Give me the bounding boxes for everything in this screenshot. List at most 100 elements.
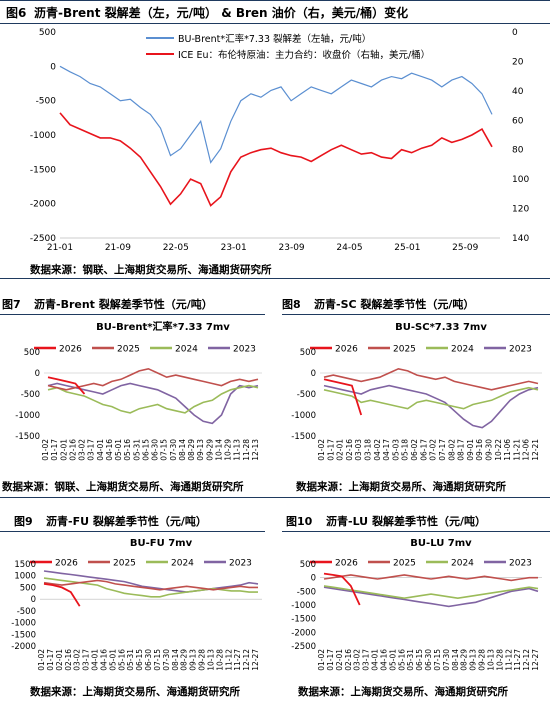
fig6-y-right-tick: 0 <box>512 28 518 38</box>
fig7-legend-label: 2025 <box>117 345 140 355</box>
fig6-y-left-tick: -1000 <box>30 131 56 141</box>
fig7-x-tick: 08-29 <box>187 439 196 461</box>
fig8-x-tick: 10-22 <box>494 439 503 461</box>
fig8-x-tick: 07-02 <box>429 439 438 461</box>
fig6-x-tick: 21-09 <box>105 243 131 253</box>
fig9-x-tick: 12-12 <box>242 649 251 671</box>
fig8-x-tick: 06-17 <box>419 439 428 461</box>
fig6-x-tick: 23-09 <box>279 243 305 253</box>
fig7-x-tick: 11-28 <box>242 439 251 461</box>
divider <box>0 278 550 279</box>
fig7-source: 数据来源：钢联、上海期货交易所、海通期货研究所 <box>2 481 244 493</box>
fig9-x-tick: 06-30 <box>144 649 153 671</box>
fig8-y-tick: 0 <box>311 369 316 379</box>
fig6-number: 图6 <box>6 6 27 20</box>
fig6-x-tick: 24-05 <box>336 243 362 253</box>
fig6-series-line-ICE Eu：布伦特原油：主力合约：收盘价（右轴，美元/桶） <box>59 112 493 207</box>
fig6-title-bar: 图6 沥青-Brent 裂解差（左，元/吨） & Bren 油价（右，美元/桶）… <box>0 0 550 24</box>
fig10-y-tick: -500 <box>297 587 316 597</box>
fig7-chart: BU-Brent*汇率*7.33 7mv 2026 2025 2024 2023 500 0… <box>15 320 262 461</box>
fig8-x-tick: 01-17 <box>326 439 335 461</box>
fig7-series-line-2025 <box>47 367 259 391</box>
fig10-x-tick: 01-17 <box>326 649 335 671</box>
fig6-y-right-tick: 40 <box>512 87 524 97</box>
fig8-x-tick: 08-02 <box>447 439 456 461</box>
fig10-x-tick: 06-30 <box>424 649 433 671</box>
fig9-x-tick: 08-29 <box>180 649 189 671</box>
fig7-x-tick: 04-01 <box>96 439 105 461</box>
fig9-series-line-2026 <box>43 583 81 607</box>
fig6-x-tick: 22-05 <box>163 243 189 253</box>
fig7-x-tick: 04-16 <box>105 439 114 461</box>
fig10-x-tick: 10-28 <box>495 649 504 671</box>
fig7-x-tick: 10-14 <box>214 439 223 461</box>
fig7-x-tick: 01-02 <box>41 439 50 461</box>
fig9-x-tick: 09-13 <box>189 649 198 671</box>
fig9-y-tick: -1000 <box>11 619 36 629</box>
fig9-x-tick: 01-02 <box>37 649 46 671</box>
fig10-source: 数据来源：上海期货交易所、海通期货研究所 <box>298 686 508 698</box>
fig9-x-tick: 04-16 <box>99 649 108 671</box>
fig10-title-block: 图10 沥青-LU 裂解差季节性（元/吨） <box>286 513 486 529</box>
fig10-x-tick: 04-16 <box>379 649 388 671</box>
fig10-chart: BU-LU 7mv 2026 2025 2024 2023 500 0 -500 -1000 -1… <box>291 538 542 671</box>
fig10-x-tick: 06-15 <box>415 649 424 671</box>
fig9-x-tick: 08-14 <box>171 649 180 671</box>
fig8-x-tick: 11-21 <box>512 439 521 461</box>
fig6-y-left-tick: 0 <box>50 62 56 72</box>
fig9-title-block: 图9 沥青-FU 裂解差季节性（元/吨） <box>14 513 207 529</box>
fig9-y-tick: 500 <box>20 583 36 593</box>
fig10-y-tick: 500 <box>300 560 316 570</box>
fig10-series-line-2024 <box>323 585 539 600</box>
fig7-y-tick: -500 <box>21 390 40 400</box>
fig6-x-tick: 23-01 <box>221 243 247 253</box>
fig9-series-line-2025 <box>43 579 258 591</box>
fig8-x-tick: 03-03 <box>354 439 363 461</box>
fig10-x-tick: 02-16 <box>344 649 353 671</box>
fig10-y-tick: -2500 <box>291 642 316 652</box>
fig9-x-tick: 11-27 <box>233 649 242 671</box>
fig7-x-tick: 05-01 <box>114 439 123 461</box>
fig8-legend-label: 2024 <box>451 345 474 355</box>
fig8-legend-label: 2025 <box>393 345 416 355</box>
fig9-x-tick: 05-16 <box>117 649 126 671</box>
fig7-legend-label: 2024 <box>175 345 198 355</box>
fig7-x-tick: 02-16 <box>68 439 77 461</box>
fig7-series-line-2024 <box>47 384 259 414</box>
fig9-x-tick: 12-27 <box>251 649 260 671</box>
fig8-title-block: 图8 沥青-SC 裂解差季节性（元/吨） <box>282 296 474 312</box>
fig9-x-tick: 07-30 <box>162 649 171 671</box>
fig8-x-tick: 04-17 <box>382 439 391 461</box>
fig10-chart-title: BU-LU 7mv <box>410 538 472 549</box>
fig7-y-tick: 0 <box>35 369 40 379</box>
fig6-y-left-tick: -500 <box>36 97 57 107</box>
fig10-x-tick: 09-13 <box>469 649 478 671</box>
fig7-title-block: 图7 沥青-Brent 裂解差季节性（元/吨） <box>2 296 213 312</box>
fig10-x-tick: 03-02 <box>353 649 362 671</box>
fig10-series-line-2026 <box>323 572 361 606</box>
fig10-y-tick: -1500 <box>291 615 316 625</box>
divider <box>282 314 550 315</box>
fig6-y-left-tick: -2000 <box>30 200 56 210</box>
fig10-x-tick: 07-30 <box>442 649 451 671</box>
fig6-y-right-tick: 140 <box>512 234 529 244</box>
fig8-x-tick: 11-06 <box>503 439 512 461</box>
fig8-x-tick: 02-16 <box>345 439 354 461</box>
fig9-y-tick: -500 <box>17 607 36 617</box>
fig6-series-line-BU-Brent*汇率*7.33 裂解差（左轴，元/吨） <box>59 65 493 164</box>
fig9-legend-label: 2024 <box>171 559 194 569</box>
fig10-x-tick: 02-01 <box>335 649 344 671</box>
fig7-x-tick: 05-31 <box>132 439 141 461</box>
fig7-x-tick: 06-30 <box>151 439 160 461</box>
fig6-y-right-tick: 60 <box>512 116 524 126</box>
fig8-title: 沥青-SC 裂解差季节性（元/吨） <box>314 298 475 311</box>
fig9-x-tick: 05-31 <box>126 649 135 671</box>
fig7-x-tick: 03-17 <box>87 439 96 461</box>
divider <box>0 531 265 532</box>
fig10-legend-label: 2023 <box>509 559 532 569</box>
fig6-y-left-tick: 500 <box>39 28 56 38</box>
fig7-x-tick: 12-13 <box>251 439 260 461</box>
fig7-title: 沥青-Brent 裂解差季节性（元/吨） <box>34 298 213 311</box>
fig9-x-tick: 11-12 <box>224 649 233 671</box>
